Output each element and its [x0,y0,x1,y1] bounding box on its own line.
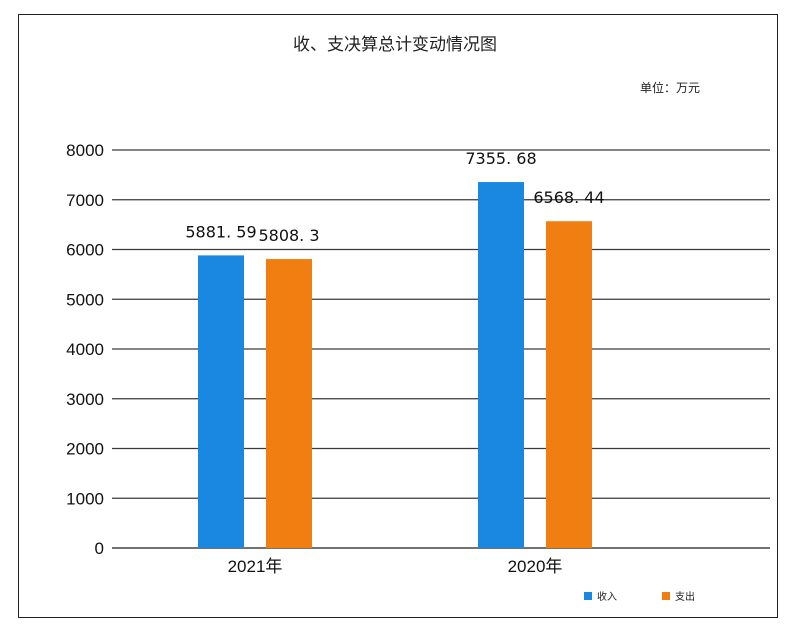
data-label: 6568. 44 [533,188,604,207]
x-axis-categories: 2021年 2020年 [228,557,563,576]
x-category-label: 2021年 [228,557,283,576]
y-axis-ticks: 0 1000 2000 3000 4000 5000 6000 7000 8000 [66,141,104,558]
y-tick-label: 0 [95,539,104,558]
legend-swatch [584,592,592,600]
x-category-label: 2020年 [508,557,563,576]
legend-swatch [662,592,670,600]
y-tick-label: 5000 [66,290,104,309]
y-tick-label: 3000 [66,390,104,409]
chart-title: 收、支决算总计变动情况图 [293,35,497,55]
y-tick-label: 1000 [66,489,104,508]
y-tick-label: 2000 [66,440,104,459]
bar-income-1 [478,182,524,548]
bar-income-0 [198,255,244,548]
chart-frame [18,14,778,618]
legend: 收入 支出 [584,590,695,603]
legend-label: 支出 [675,590,695,603]
data-labels: 5881. 59 5808. 3 7355. 68 6568. 44 [185,149,604,245]
y-tick-label: 8000 [66,141,104,160]
legend-label: 收入 [597,590,617,603]
y-tick-label: 4000 [66,340,104,359]
bar-expense-0 [266,259,312,548]
data-label: 7355. 68 [465,149,536,168]
data-label: 5808. 3 [258,226,319,245]
y-tick-label: 7000 [66,191,104,210]
unit-label: 单位：万元 [640,80,700,95]
y-tick-label: 6000 [66,241,104,260]
data-label: 5881. 59 [185,222,256,241]
bars [198,182,592,549]
bar-expense-1 [546,221,592,549]
